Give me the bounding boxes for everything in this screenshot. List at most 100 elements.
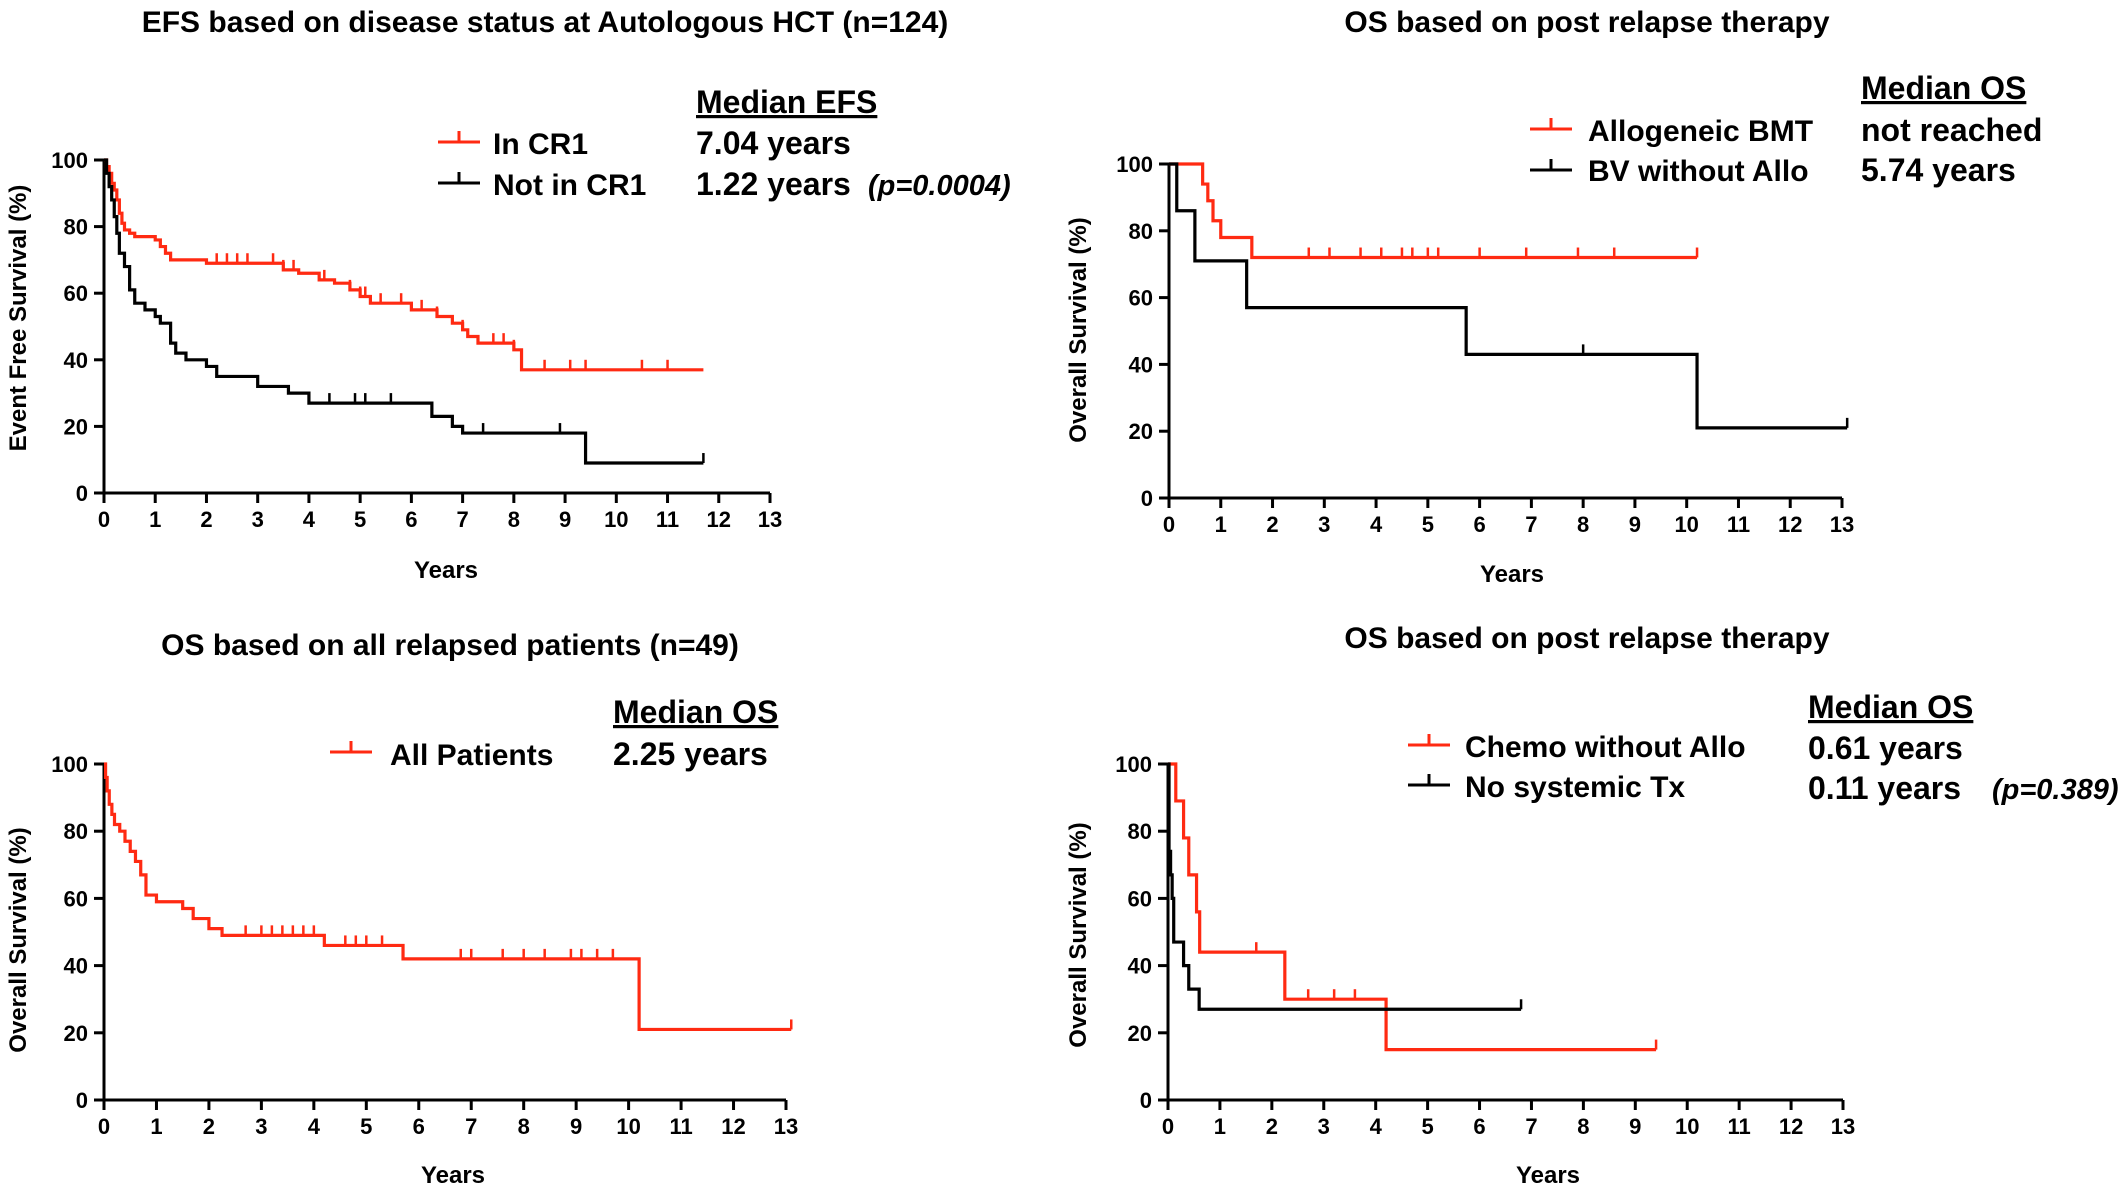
x-tick-label: 1 [149, 507, 161, 532]
x-tick-label: 8 [508, 507, 520, 532]
x-tick-label: 2 [1266, 512, 1278, 537]
y-tick-label: 100 [1116, 152, 1153, 177]
chart-title: OS based on all relapsed patients (n=49) [161, 629, 739, 662]
p-value-note: (p=0.389) [1992, 774, 2119, 806]
x-tick-label: 3 [1318, 1114, 1330, 1139]
median-value-chemo-without-allo: 0.61 years [1808, 730, 1963, 766]
x-tick-label: 5 [360, 1114, 372, 1139]
y-tick-label: 40 [64, 954, 88, 979]
x-tick-label: 11 [1727, 512, 1750, 537]
x-tick-label: 6 [413, 1114, 425, 1139]
x-tick-label: 8 [1577, 1114, 1589, 1139]
x-axis-label: Years [1480, 561, 1544, 588]
y-tick-label: 80 [1129, 219, 1153, 244]
x-tick-label: 0 [1163, 512, 1175, 537]
y-tick-label: 60 [64, 281, 88, 306]
x-tick-label: 9 [1629, 512, 1641, 537]
x-tick-label: 1 [1215, 512, 1227, 537]
x-tick-label: 11 [656, 507, 679, 532]
x-tick-label: 7 [456, 507, 468, 532]
y-tick-label: 100 [51, 752, 88, 777]
x-tick-label: 10 [1674, 512, 1698, 537]
x-tick-label: 6 [405, 507, 417, 532]
x-tick-label: 10 [616, 1114, 640, 1139]
y-tick-label: 40 [64, 348, 88, 373]
x-tick-label: 3 [1318, 512, 1330, 537]
x-tick-label: 2 [1266, 1114, 1278, 1139]
legend-label-bv-without-allo: BV without Allo [1588, 155, 1809, 188]
x-tick-label: 4 [308, 1114, 321, 1139]
x-tick-label: 5 [1422, 512, 1434, 537]
y-tick-label: 40 [1129, 352, 1153, 377]
chart-title: OS based on post relapse therapy [1344, 6, 1829, 39]
y-tick-label: 20 [1128, 1021, 1152, 1046]
x-tick-label: 13 [758, 507, 782, 532]
x-tick-label: 7 [1525, 512, 1537, 537]
curve-chemo-without-allo [1168, 762, 1657, 1052]
x-tick-label: 3 [255, 1114, 267, 1139]
x-axis-label: Years [421, 1162, 485, 1185]
median-value-in-cr1: 7.04 years [696, 125, 851, 161]
x-tick-label: 4 [303, 507, 316, 532]
y-tick-label: 0 [76, 1088, 88, 1113]
x-tick-label: 6 [1473, 1114, 1485, 1139]
x-tick-label: 6 [1473, 512, 1485, 537]
median-value-no-systemic-tx: 0.11 years [1808, 770, 1961, 806]
x-tick-label: 10 [604, 507, 628, 532]
x-tick-label: 11 [669, 1114, 692, 1139]
y-tick-label: 0 [76, 481, 88, 506]
x-tick-label: 9 [559, 507, 571, 532]
y-tick-label: 60 [64, 886, 88, 911]
y-axis-label: Overall Survival (%) [1065, 217, 1092, 442]
curve-no-systemic-tx [1167, 762, 1522, 1011]
legend-label-no-systemic-tx: No systemic Tx [1465, 771, 1685, 804]
x-tick-label: 0 [98, 507, 110, 532]
median-header: Median EFS [696, 84, 877, 120]
legend-label-not-in-cr1: Not in CR1 [493, 169, 646, 202]
panel-efs: EFS based on disease status at Autologou… [5, 6, 1011, 584]
x-tick-label: 12 [1778, 512, 1802, 537]
curve-all-patients [103, 762, 792, 1032]
x-tick-label: 9 [570, 1114, 582, 1139]
x-tick-label: 0 [98, 1114, 110, 1139]
x-tick-label: 5 [1421, 1114, 1433, 1139]
y-tick-label: 20 [1129, 419, 1153, 444]
x-axis-label: Years [1516, 1162, 1580, 1185]
median-header: Median OS [613, 694, 778, 730]
x-tick-label: 3 [252, 507, 264, 532]
median-value-bv-without-allo: 5.74 years [1861, 152, 2016, 188]
x-tick-label: 12 [721, 1114, 745, 1139]
legend-label-in-cr1: In CR1 [493, 128, 588, 161]
curve-not-in-cr1 [104, 158, 704, 465]
x-tick-label: 1 [150, 1114, 162, 1139]
median-value-all-patients: 2.25 years [613, 736, 768, 772]
chart-title: EFS based on disease status at Autologou… [142, 6, 949, 39]
y-tick-label: 100 [1115, 752, 1152, 777]
y-tick-label: 100 [51, 148, 88, 173]
x-tick-label: 8 [1577, 512, 1589, 537]
x-tick-label: 1 [1214, 1114, 1226, 1139]
x-tick-label: 8 [518, 1114, 530, 1139]
x-tick-label: 11 [1728, 1114, 1751, 1139]
y-tick-label: 0 [1140, 1088, 1152, 1113]
y-axis-label: Overall Survival (%) [5, 827, 32, 1052]
x-tick-label: 2 [200, 507, 212, 532]
x-tick-label: 2 [203, 1114, 215, 1139]
median-header: Median OS [1808, 689, 1973, 725]
panel-os-post-relapse-2: OS based on post relapse therapy Overall… [1065, 622, 2119, 1185]
x-tick-label: 7 [1525, 1114, 1537, 1139]
x-axis-label: Years [414, 557, 478, 584]
y-tick-label: 0 [1141, 486, 1153, 511]
x-tick-label: 0 [1162, 1114, 1174, 1139]
y-tick-label: 80 [1128, 819, 1152, 844]
y-tick-label: 40 [1128, 954, 1152, 979]
legend-label-chemo-without-allo: Chemo without Allo [1465, 731, 1746, 764]
legend-label-allogeneic-bmt: Allogeneic BMT [1588, 115, 1813, 148]
x-tick-label: 12 [1779, 1114, 1803, 1139]
median-value-allogeneic-bmt: not reached [1861, 112, 2042, 148]
x-tick-label: 4 [1370, 512, 1383, 537]
curve-bv-without-allo [1169, 162, 1848, 430]
panel-os-post-relapse-1: OS based on post relapse therapy Overall… [1065, 6, 2042, 588]
